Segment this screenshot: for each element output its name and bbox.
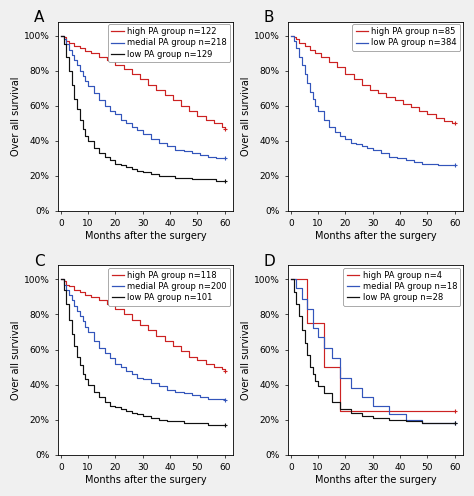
- Y-axis label: Over all survival: Over all survival: [11, 76, 21, 156]
- Text: A: A: [34, 10, 44, 25]
- Text: C: C: [34, 254, 44, 269]
- Text: B: B: [264, 10, 274, 25]
- Legend: high PA group n=4, medial PA group n=18, low PA group n=28: high PA group n=4, medial PA group n=18,…: [343, 268, 460, 306]
- Y-axis label: Over all survival: Over all survival: [11, 320, 21, 400]
- X-axis label: Months after the surgery: Months after the surgery: [85, 231, 206, 241]
- Legend: high PA group n=122, medial PA group n=218, low PA group n=129: high PA group n=122, medial PA group n=2…: [108, 24, 230, 62]
- Y-axis label: Over all survival: Over all survival: [241, 320, 251, 400]
- Legend: high PA group n=85, low PA group n=384: high PA group n=85, low PA group n=384: [352, 24, 460, 51]
- Text: D: D: [264, 254, 275, 269]
- Legend: high PA group n=118, medial PA group n=200, low PA group n=101: high PA group n=118, medial PA group n=2…: [108, 268, 230, 306]
- X-axis label: Months after the surgery: Months after the surgery: [85, 475, 206, 485]
- X-axis label: Months after the surgery: Months after the surgery: [315, 231, 437, 241]
- Y-axis label: Over all survival: Over all survival: [241, 76, 251, 156]
- X-axis label: Months after the surgery: Months after the surgery: [315, 475, 437, 485]
